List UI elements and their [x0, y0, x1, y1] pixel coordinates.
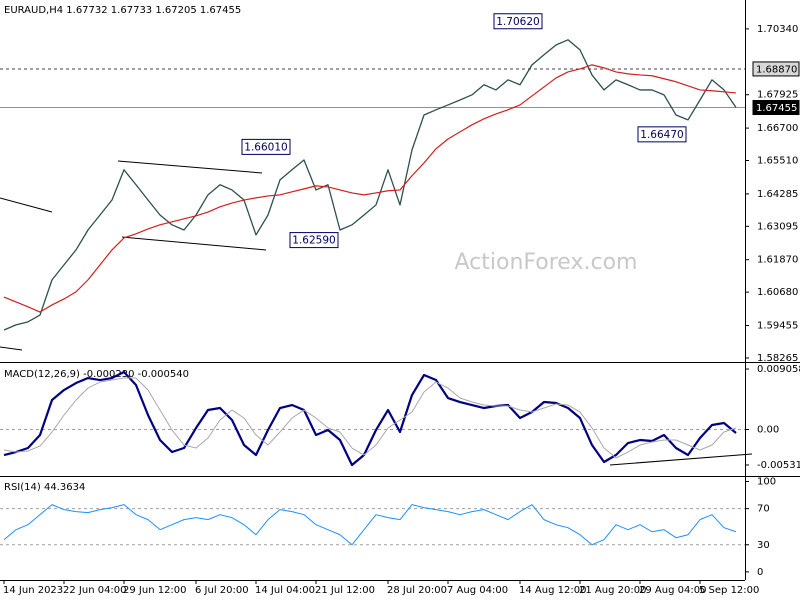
- x-tick-label: 21 Jul 12:00: [315, 585, 375, 596]
- frame: [0, 0, 800, 581]
- trend-lines: [0, 160, 753, 466]
- channel-bottom: [121, 236, 267, 251]
- x-tick-label: 14 Jul 04:00: [255, 585, 315, 596]
- macd-trend-line: [609, 453, 753, 466]
- watermark: ActionForex.com: [455, 250, 638, 275]
- y-tick-label: 30: [757, 540, 770, 551]
- annotation-label: 1.70620: [496, 16, 539, 28]
- y-tick-label: 1.61870: [757, 255, 798, 266]
- y-tick-label: 1.67925: [757, 90, 798, 101]
- x-tick-label: 28 Jul 20:00: [387, 585, 447, 596]
- y-tick-label: 0: [757, 567, 763, 578]
- price-label-box: [752, 100, 800, 116]
- annotation-box: [637, 126, 687, 143]
- y-tick-label: 1.59455: [757, 321, 798, 332]
- y-tick-label: 1.66700: [757, 123, 798, 134]
- x-tick-label: 14 Aug 12:00: [519, 585, 586, 596]
- price-label: 1.68870: [756, 64, 797, 75]
- y-tick-label: 100: [757, 477, 776, 488]
- series-line: [3, 504, 737, 546]
- x-tick-label: 6 Jul 20:00: [195, 585, 249, 596]
- price-label: 1.67455: [756, 103, 797, 114]
- channel-top: [117, 160, 263, 174]
- x-tick-label: 21 Aug 20:00: [579, 585, 646, 596]
- y-tick-label: 1.63095: [757, 221, 798, 232]
- annotation-label: 1.66010: [244, 141, 287, 153]
- series-line: [3, 64, 737, 313]
- panel-title: RSI(14) 44.3634: [4, 482, 85, 493]
- annotation-box: [241, 138, 291, 155]
- annotation-box: [493, 13, 543, 30]
- panel-title: MACD(12,26,9) -0.000230 -0.000540: [4, 369, 189, 380]
- panel-title: EURAUD,H4 1.67732 1.67733 1.67205 1.6745…: [4, 5, 241, 16]
- y-tick-label: 1.70340: [757, 24, 798, 35]
- annotation-label: 1.66470: [640, 129, 683, 141]
- x-tick-label: 22 Jun 04:00: [63, 585, 127, 596]
- price-label-box: [752, 61, 800, 77]
- y-tick-label: -0.005311: [757, 460, 800, 471]
- x-tick-label: 29 Jun 12:00: [123, 585, 187, 596]
- y-tick-label: 0.009058: [757, 364, 800, 375]
- x-tick-label: 29 Aug 04:00: [639, 585, 706, 596]
- x-tick-label: 7 Aug 04:00: [447, 585, 508, 596]
- series-line: [3, 377, 737, 459]
- y-tick-label: 1.65510: [757, 156, 798, 167]
- x-tick-label: 5 Sep 12:00: [699, 585, 759, 596]
- y-tick-label: 0.00: [757, 425, 779, 436]
- y-tick-label: 1.64285: [757, 189, 798, 200]
- annotation-box: [289, 232, 339, 249]
- y-tick-label: 1.58265: [757, 353, 798, 364]
- y-tick-label: 70: [757, 504, 770, 515]
- y-tick-label: 1.60680: [757, 287, 798, 298]
- x-tick-label: 14 Jun 2023: [3, 585, 63, 596]
- trend-line: [0, 346, 23, 351]
- trend-line: [0, 197, 53, 213]
- series-line: [3, 39, 737, 331]
- annotation-label: 1.62590: [292, 235, 335, 247]
